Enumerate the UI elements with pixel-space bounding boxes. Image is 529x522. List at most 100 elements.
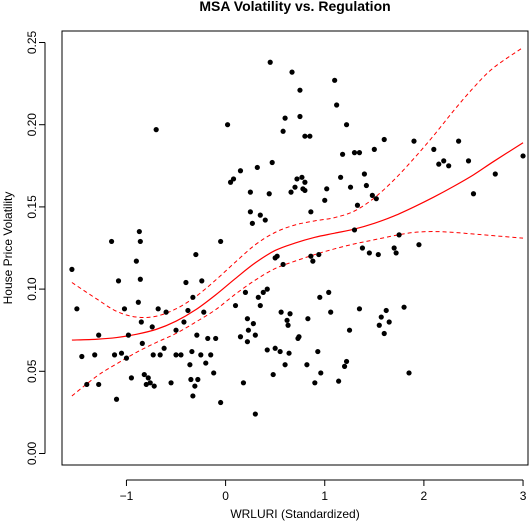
data-point: [96, 332, 102, 338]
data-point: [230, 176, 237, 182]
data-point: [147, 380, 153, 386]
data-point: [262, 217, 268, 223]
data-point: [201, 309, 207, 315]
y-tick-label: 0.20: [25, 113, 39, 137]
data-point: [373, 196, 379, 202]
data-point: [249, 220, 255, 226]
data-point: [151, 383, 157, 389]
data-point: [150, 352, 156, 358]
data-point: [334, 102, 340, 108]
data-point: [369, 192, 375, 198]
y-tick-label: 0.25: [25, 31, 39, 55]
data-point: [240, 380, 247, 386]
x-tick-label: 0: [222, 489, 229, 503]
data-point: [244, 339, 251, 345]
data-point: [242, 289, 249, 295]
x-tick-label: −1: [120, 489, 134, 503]
y-tick-label: 0.10: [25, 277, 39, 301]
y-tick-label: 0.05: [25, 359, 39, 383]
data-point: [264, 286, 270, 292]
data-point: [245, 327, 251, 333]
data-point: [149, 324, 155, 330]
data-point: [359, 245, 366, 251]
data-point: [208, 352, 214, 358]
data-point: [317, 294, 323, 300]
upper-band-line: [71, 47, 524, 319]
data-point: [393, 250, 399, 256]
data-point: [121, 306, 128, 312]
data-point: [250, 321, 256, 327]
data-point: [193, 251, 199, 258]
data-point: [232, 302, 239, 309]
data-point: [218, 399, 224, 406]
data-point: [227, 179, 234, 185]
data-point: [296, 334, 302, 340]
data-point: [310, 258, 316, 264]
data-point: [371, 146, 377, 152]
data-point: [255, 294, 261, 300]
data-point: [141, 371, 147, 378]
data-point: [267, 59, 273, 65]
data-point: [252, 411, 258, 417]
data-point: [185, 307, 191, 314]
data-point: [304, 362, 310, 368]
data-point: [391, 245, 397, 251]
data-point: [287, 311, 293, 317]
data-point: [266, 191, 272, 197]
data-point: [270, 371, 276, 378]
x-tick-label: 3: [520, 489, 527, 503]
data-point: [356, 306, 363, 312]
data-point: [446, 163, 452, 169]
data-point: [137, 238, 143, 245]
data-point: [343, 358, 350, 365]
data-points: [69, 59, 526, 417]
data-point: [297, 87, 303, 93]
data-point: [157, 352, 163, 358]
data-point: [237, 334, 244, 340]
data-point: [218, 238, 224, 245]
data-point: [361, 171, 367, 177]
data-point: [190, 294, 196, 300]
data-point: [328, 309, 334, 315]
data-point: [173, 327, 179, 333]
lower-band-line: [71, 231, 524, 397]
data-point: [190, 393, 196, 399]
data-point: [277, 348, 283, 355]
data-point: [138, 319, 144, 325]
data-point: [292, 184, 298, 190]
data-point: [139, 340, 145, 346]
data-point: [79, 353, 85, 360]
data-point: [282, 115, 288, 121]
data-point: [244, 316, 251, 322]
data-point: [492, 171, 498, 177]
data-point: [198, 352, 204, 358]
data-point: [381, 136, 387, 143]
data-point: [282, 362, 288, 368]
data-point: [378, 314, 384, 320]
data-point: [285, 322, 291, 328]
data-point: [302, 133, 308, 139]
x-axis: −1 0 1 2 3: [120, 479, 527, 503]
data-point: [436, 161, 442, 167]
data-point: [113, 396, 120, 402]
data-point: [363, 182, 369, 189]
data-point: [173, 352, 179, 358]
data-point: [74, 306, 80, 312]
data-point: [312, 380, 318, 386]
data-point: [336, 378, 342, 384]
plot-frame: [61, 30, 529, 466]
data-point: [96, 381, 102, 388]
data-point: [163, 309, 169, 315]
data-point: [247, 189, 253, 195]
data-point: [128, 375, 134, 381]
data-point: [297, 113, 303, 120]
x-tick-label: 2: [421, 489, 428, 503]
data-point: [354, 202, 361, 208]
y-axis-label: House Price Volatility: [1, 192, 15, 305]
data-point: [247, 209, 253, 215]
data-point: [161, 345, 167, 351]
data-point: [316, 251, 322, 258]
data-point: [213, 335, 219, 342]
data-point: [188, 376, 194, 383]
